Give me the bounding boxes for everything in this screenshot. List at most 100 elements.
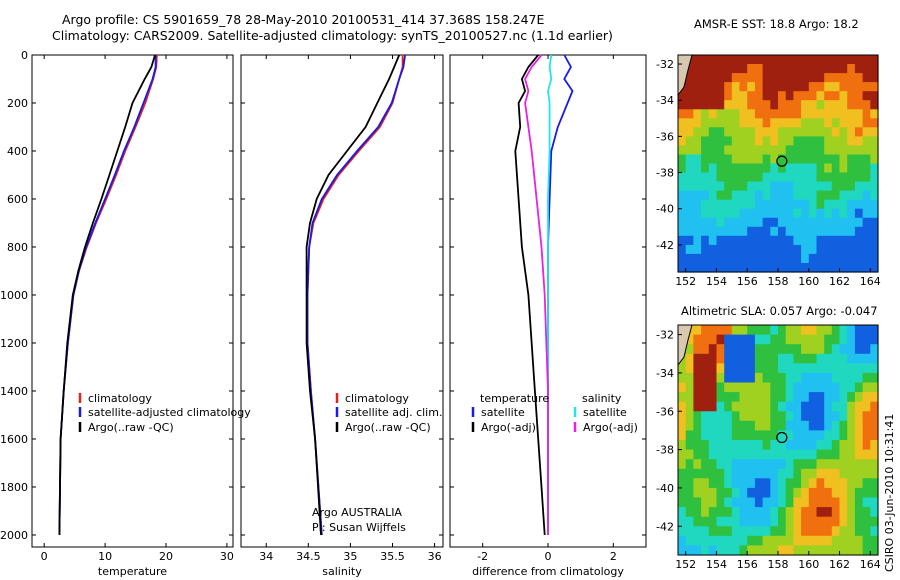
heatmap-cell-sla [870,372,879,384]
heatmap-cell-sla [801,459,810,470]
heatmap-cell-sst [801,172,810,183]
heatmap-cell-sst [762,163,771,174]
series-line-difference-3 [524,54,549,535]
heatmap-cell-sla [724,363,733,374]
heatmap-cell-sst [678,109,687,119]
heatmap-cell-sst [747,226,756,237]
heatmap-cell-sst [862,199,871,210]
heatmap-cell-sla [770,334,779,345]
heatmap-cell-sst [785,199,794,210]
heatmap-cell-sla [839,334,848,345]
heatmap-cell-sst [847,190,856,201]
heatmap-cell-sla [731,449,741,460]
heatmap-cell-sst [870,109,879,119]
heatmap-cell-sst [739,217,748,228]
heatmap-cell-sla [693,401,702,412]
heatmap-cell-sla [701,449,710,460]
heatmap-cell-sst [693,181,702,192]
heatmap-cell-sla [816,468,825,479]
heatmap-cell-sla [793,401,802,412]
heatmap-cell-sst [854,163,864,174]
heatmap-cell-sla [847,459,856,470]
heatmap-cell-sst [801,73,810,83]
heatmap-cell-sla [862,487,871,499]
heatmap-cell-sst [854,91,864,101]
heatmap-cell-sst [724,118,733,128]
heatmap-cell-sla [839,497,848,508]
legend-temp-sat-text: satellite-adjusted climatology [88,406,251,419]
heatmap-cell-sla [778,344,787,355]
heatmap-cell-sla [801,420,810,431]
heatmap-cell-sst [808,55,818,65]
heatmap-cell-sst [747,163,756,174]
heatmap-cell-sla [816,401,825,412]
heatmap-cell-sla [801,526,810,537]
heatmap-cell-sla [685,516,694,527]
heatmap-cell-sla [678,382,687,393]
heatmap-cell-sla [693,545,702,556]
heatmap-cell-sst [685,190,694,201]
heatmap-cell-sst [716,145,725,155]
heatmap-cell-sla [793,468,802,479]
heatmap-cell-sst [747,172,756,183]
heatmap-cell-sla [685,344,694,355]
heatmap-cell-sst [801,181,810,192]
heatmap-cell-sla [678,516,687,527]
heatmap-cell-sst [708,208,718,219]
heatmap-cell-sst [685,208,694,219]
heatmap-cell-sst [816,217,825,228]
heatmap-cell-sla [716,382,725,393]
heatmap-cell-sst [778,163,787,174]
heatmap-cell-sla [716,449,725,460]
heatmap-cell-sst [754,127,764,137]
heatmap-cell-sla [747,420,756,431]
heatmap-cell-sla [747,449,756,460]
heatmap-cell-sla [731,363,741,374]
heatmap-cell-sst [831,100,841,110]
heatmap-cell-sla [816,507,825,518]
heatmap-cell-sst [678,127,687,137]
heatmap-cell-sst [724,136,733,146]
heatmap-cell-sla [778,420,787,431]
heatmap-cell-sla [685,507,694,518]
heatmap-cell-sla [816,497,825,508]
heatmap-cell-sla [739,497,748,508]
heatmap-cell-sla [870,325,879,336]
heatmap-cell-sst [701,109,710,119]
heatmap-cell-sla [870,478,879,489]
heatmap-cell-sla [739,526,748,537]
heatmap-cell-sst [785,217,794,228]
heatmap-cell-sla [862,526,871,537]
heatmap-cell-sst [808,127,818,137]
heatmap-cell-sst [854,109,864,119]
heatmap-cell-sst [693,118,702,128]
heatmap-cell-sla [731,507,741,518]
heatmap-cell-sla [816,392,825,403]
heatmap-cell-sla [854,430,864,441]
heatmap-cell-sla [701,459,710,470]
x-tick-label-temperature: 0 [41,550,48,563]
heatmap-cell-sst [731,253,741,264]
heatmap-cell-sla [701,372,710,384]
heatmap-cell-sst [862,82,871,92]
heatmap-cell-sla [724,526,733,537]
heatmap-cell-sst [824,154,833,165]
heatmap-cell-sst [747,244,756,255]
heatmap-cell-sst [685,253,694,264]
heatmap-cell-sst [793,181,802,192]
heatmap-cell-sst [816,154,825,165]
heatmap-cell-sst [870,154,879,165]
heatmap-cell-sla [739,487,748,499]
heatmap-cell-sst [724,235,733,246]
heatmap-cell-sla [870,382,879,393]
heatmap-cell-sst [793,217,802,228]
heatmap-cell-sst [762,235,771,246]
heatmap-cell-sst [870,136,879,146]
heatmap-cell-sst [808,100,818,110]
heatmap-cell-sst [870,118,879,128]
heatmap-cell-sla [808,420,818,431]
heatmap-cell-sla [785,344,794,355]
heatmap-cell-sst [854,55,864,65]
heatmap-cell-sst [739,73,748,83]
heatmap-cell-sla [762,478,771,489]
